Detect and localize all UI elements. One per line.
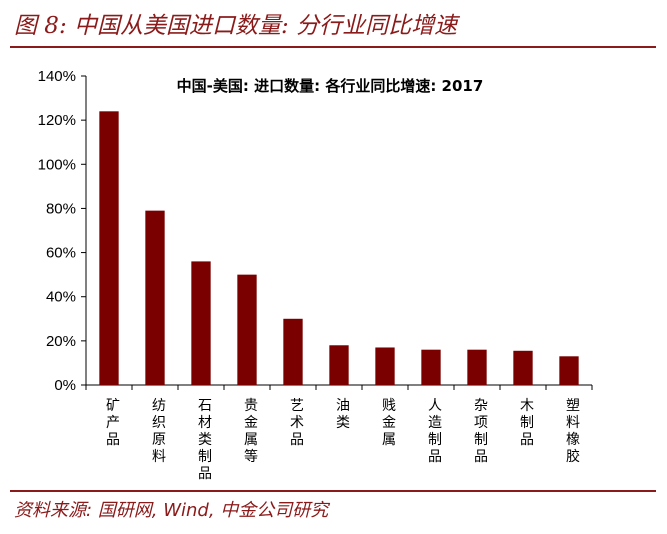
x-category-char: 胶 bbox=[566, 448, 580, 465]
x-category-char: 类 bbox=[336, 415, 350, 431]
x-category-char: 纺 bbox=[152, 398, 166, 414]
x-category-char: 产 bbox=[106, 415, 120, 431]
x-category-char: 金 bbox=[382, 415, 396, 431]
y-tick-label: 20% bbox=[46, 333, 76, 350]
x-category-char: 品 bbox=[106, 432, 120, 448]
source-rule bbox=[10, 490, 656, 492]
bar bbox=[513, 350, 533, 385]
x-category-char: 贱 bbox=[382, 398, 396, 414]
x-category-char: 油 bbox=[336, 398, 350, 414]
x-category-char: 等 bbox=[244, 448, 258, 465]
title-rule bbox=[10, 46, 656, 48]
x-category-char: 品 bbox=[198, 466, 212, 482]
x-category-char: 料 bbox=[566, 415, 580, 431]
x-category-char: 材 bbox=[198, 415, 212, 431]
y-tick-label: 40% bbox=[46, 289, 76, 306]
chart-bars bbox=[99, 111, 579, 386]
x-category-char: 品 bbox=[520, 432, 534, 448]
x-category-char: 料 bbox=[152, 449, 166, 465]
bar bbox=[99, 111, 119, 386]
x-category-char: 人 bbox=[428, 398, 442, 414]
x-category-char: 类 bbox=[198, 432, 212, 448]
x-category-char: 制 bbox=[198, 449, 212, 465]
x-category-char: 贵 bbox=[244, 398, 258, 414]
x-category-char: 造 bbox=[428, 415, 442, 431]
x-category-char: 原 bbox=[152, 432, 166, 448]
x-category-char: 塑 bbox=[566, 398, 580, 414]
bar bbox=[559, 356, 579, 385]
x-category-char: 橡 bbox=[566, 432, 580, 448]
chart-axes bbox=[81, 75, 593, 390]
bar bbox=[421, 349, 441, 385]
x-category-char: 金 bbox=[244, 415, 258, 431]
x-category-char: 品 bbox=[428, 449, 442, 465]
y-tick-label: 60% bbox=[46, 245, 76, 262]
bar-chart: 中国-美国: 进口数量: 各行业同比增速: 2017 0% 20% 40% 60% 80… bbox=[38, 68, 593, 482]
y-tick-label: 0% bbox=[54, 377, 76, 394]
y-tick-labels: 0% 20% 40% 60% 80% 100% 120% 140% bbox=[38, 68, 76, 394]
x-category-char: 艺 bbox=[290, 398, 304, 414]
x-category-char: 项 bbox=[474, 415, 488, 431]
y-tick-label: 80% bbox=[46, 200, 76, 217]
x-category-char: 石 bbox=[198, 398, 212, 414]
bar bbox=[191, 261, 211, 385]
x-category-char: 矿 bbox=[106, 398, 120, 414]
source-note: 资料来源: 国研网, Wind, 中金公司研究 bbox=[14, 500, 329, 521]
bar bbox=[467, 349, 487, 385]
x-category-char: 品 bbox=[290, 432, 304, 448]
x-category-char: 制 bbox=[474, 432, 488, 448]
x-category-char: 品 bbox=[474, 449, 488, 465]
y-tick-label: 120% bbox=[38, 112, 76, 129]
x-category-char: 杂 bbox=[474, 398, 488, 414]
y-tick-label: 140% bbox=[38, 68, 76, 85]
x-category-char: 木 bbox=[520, 398, 534, 414]
x-category-char: 制 bbox=[428, 432, 442, 448]
x-category-char: 术 bbox=[290, 415, 304, 431]
x-category-char: 织 bbox=[152, 415, 166, 431]
x-category-char: 属 bbox=[382, 432, 396, 448]
bar bbox=[283, 318, 303, 385]
figure-title: 图 8: 中国从美国进口数量: 分行业同比增速 bbox=[14, 13, 458, 39]
chart-title: 中国-美国: 进口数量: 各行业同比增速: 2017 bbox=[177, 77, 484, 95]
x-category-char: 制 bbox=[520, 415, 534, 431]
bar bbox=[237, 274, 257, 385]
x-category-char: 属 bbox=[244, 432, 258, 448]
bar bbox=[145, 210, 165, 385]
y-tick-label: 100% bbox=[38, 156, 76, 173]
bar bbox=[375, 347, 395, 385]
bar bbox=[329, 345, 349, 385]
